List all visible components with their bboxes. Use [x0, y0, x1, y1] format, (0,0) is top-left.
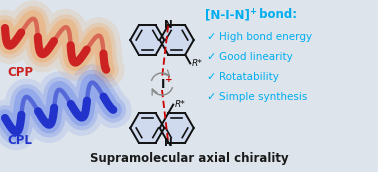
Text: R*: R* [192, 59, 203, 68]
Text: R*: R* [175, 100, 186, 109]
Polygon shape [130, 113, 164, 143]
Text: CPL: CPL [7, 133, 32, 147]
Text: ✓: ✓ [206, 72, 215, 82]
Text: N: N [164, 20, 173, 30]
Text: CPP: CPP [7, 66, 33, 78]
Text: [N-I-N]: [N-I-N] [205, 8, 250, 21]
Text: Good linearity: Good linearity [219, 52, 293, 62]
Text: +: + [249, 7, 256, 16]
Text: Rotatability: Rotatability [219, 72, 279, 82]
Text: ✓: ✓ [206, 92, 215, 102]
Text: High bond energy: High bond energy [219, 32, 312, 42]
Text: Supramolecular axial chirality: Supramolecular axial chirality [90, 152, 288, 165]
Polygon shape [160, 113, 194, 143]
Text: Simple synthesis: Simple synthesis [219, 92, 307, 102]
Polygon shape [130, 25, 164, 55]
Text: ✓: ✓ [206, 52, 215, 62]
Polygon shape [160, 25, 194, 55]
Text: I: I [161, 78, 165, 90]
Text: N: N [164, 138, 173, 148]
Text: ✓: ✓ [206, 32, 215, 42]
Text: bond:: bond: [255, 8, 297, 21]
Text: +: + [165, 74, 173, 83]
